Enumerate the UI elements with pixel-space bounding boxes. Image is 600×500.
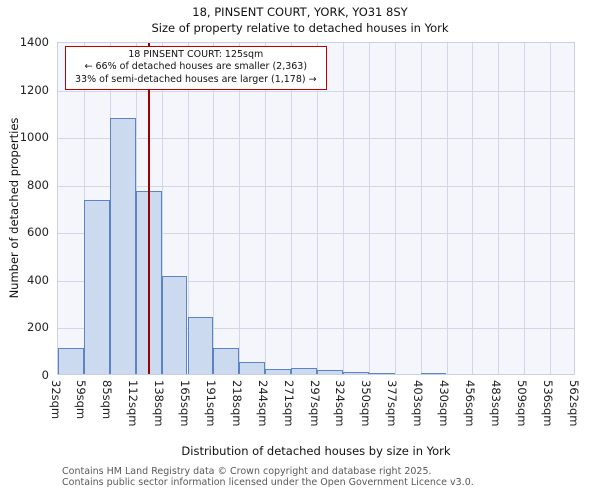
histogram-bar <box>187 316 214 374</box>
v-gridline <box>524 43 526 374</box>
histogram-bar <box>83 200 110 374</box>
v-gridline <box>161 43 163 374</box>
x-tick-label: 271sqm <box>281 380 296 427</box>
x-tick-label: 165sqm <box>178 380 192 427</box>
y-axis-label: Number of detached properties <box>7 117 21 299</box>
v-gridline <box>498 43 500 374</box>
histogram-bar <box>58 347 84 374</box>
histogram-bar <box>291 368 317 374</box>
annotation-line-2: ← 66% of detached houses are smaller (2,… <box>84 61 308 73</box>
h-gridline <box>58 90 574 92</box>
x-tick-label: 536sqm <box>540 380 555 427</box>
x-tick-label: 377sqm <box>385 380 400 427</box>
histogram-bar <box>317 370 343 374</box>
x-tick-label: 509sqm <box>514 380 529 427</box>
x-tick-label: 562sqm <box>566 380 581 427</box>
histogram-bar <box>342 372 369 374</box>
h-gridline <box>58 138 574 140</box>
v-gridline <box>265 43 267 374</box>
x-tick-label: 297sqm <box>307 380 322 427</box>
h-gridline <box>58 328 574 330</box>
footer-licence: Contains public sector information licen… <box>62 477 474 488</box>
x-tick-label: 112sqm <box>126 380 141 427</box>
y-tick-label: 600 <box>27 225 49 240</box>
histogram-bar <box>239 362 266 374</box>
annotation-line-1: 18 PINSENT COURT: 125sqm <box>128 49 264 60</box>
x-tick-label: 218sqm <box>229 380 244 427</box>
chart-subtitle: Size of property relative to detached ho… <box>151 21 449 35</box>
h-gridline <box>58 185 574 187</box>
y-tick-label: 1000 <box>19 130 49 145</box>
v-gridline <box>446 43 448 374</box>
x-tick-label: 32sqm <box>48 380 63 420</box>
y-tick-label: 800 <box>27 177 49 192</box>
v-gridline <box>239 43 241 374</box>
histogram-bar <box>161 276 188 374</box>
plot-area <box>57 42 575 375</box>
x-tick-label: 430sqm <box>437 380 451 427</box>
annotation-line-3: 33% of semi-detached houses are larger (… <box>75 73 317 85</box>
y-tick-label: 200 <box>27 320 49 335</box>
footer-copyright: Contains HM Land Registry data © Crown c… <box>62 466 432 477</box>
h-gridline <box>58 233 574 235</box>
x-tick-label: 483sqm <box>488 380 503 427</box>
v-gridline <box>187 43 189 374</box>
x-tick-label: 59sqm <box>74 380 89 420</box>
y-tick-label: 1400 <box>19 35 49 49</box>
x-tick-label: 403sqm <box>411 380 426 427</box>
v-gridline <box>550 43 552 374</box>
property-marker-line <box>148 43 150 374</box>
annotation-box: 18 PINSENT COURT: 125sqm ← 66% of detach… <box>65 46 327 91</box>
v-gridline <box>213 43 215 374</box>
x-tick-label: 324sqm <box>333 380 348 427</box>
y-tick-label: 0 <box>41 368 49 382</box>
histogram-bar <box>109 118 136 374</box>
x-tick-label: 85sqm <box>100 380 115 420</box>
x-tick-label: 456sqm <box>462 380 477 427</box>
histogram-bar <box>420 372 447 374</box>
histogram-bar <box>213 347 240 374</box>
v-gridline <box>291 43 293 374</box>
x-tick-label: 244sqm <box>255 380 270 427</box>
histogram-bar <box>265 369 292 374</box>
x-tick-label: 191sqm <box>203 380 218 427</box>
chart-title: 18, PINSENT COURT, YORK, YO31 8SY <box>192 5 408 19</box>
h-gridline <box>58 280 574 282</box>
x-tick-label: 350sqm <box>359 380 374 427</box>
v-gridline <box>368 43 370 374</box>
histogram-bar <box>368 372 395 374</box>
v-gridline <box>317 43 318 374</box>
v-gridline <box>342 43 344 374</box>
v-gridline <box>420 43 422 374</box>
x-axis-label: Distribution of detached houses by size … <box>181 444 451 458</box>
v-gridline <box>394 43 396 374</box>
y-tick-label: 1200 <box>19 82 49 97</box>
x-tick-label: 138sqm <box>152 380 167 427</box>
y-tick-label: 400 <box>27 272 49 287</box>
v-gridline <box>472 43 474 374</box>
